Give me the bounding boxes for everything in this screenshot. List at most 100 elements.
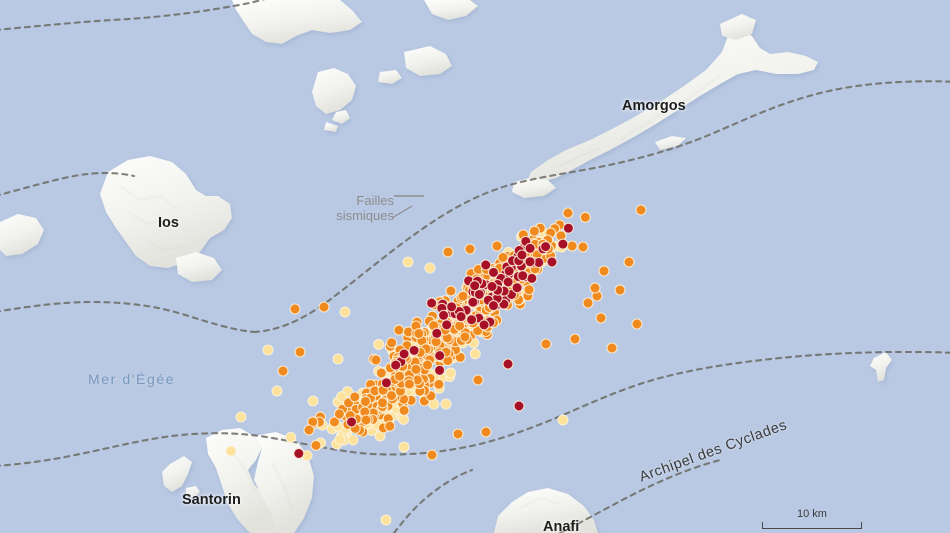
earthquake-dot <box>225 445 237 457</box>
earthquake-dot <box>413 327 425 340</box>
earthquake-dot <box>373 338 385 350</box>
earthquake-dot <box>524 256 536 268</box>
earthquake-dot <box>598 265 610 277</box>
earthquake-dot <box>333 408 345 420</box>
earthquake-dot <box>345 416 358 428</box>
earthquake-dot <box>375 367 387 379</box>
earthquake-dot <box>452 428 464 440</box>
earthquake-dot <box>328 416 341 428</box>
earthquake-dot <box>434 364 446 376</box>
earthquake-dot <box>491 240 503 252</box>
earthquake-dot <box>540 338 552 350</box>
earthquake-dot <box>513 400 525 412</box>
earthquake-dot <box>464 243 476 255</box>
earthquake-dot <box>577 241 589 253</box>
relief-shading <box>119 75 721 511</box>
earthquake-dot <box>402 256 414 268</box>
earthquake-dot <box>397 413 410 426</box>
earthquake-dot <box>380 514 392 526</box>
earthquake-dot <box>441 319 453 331</box>
earthquake-dot <box>614 284 626 296</box>
earthquake-dot <box>569 333 581 345</box>
earthquake-dot <box>631 318 643 330</box>
earthquake-dot <box>562 222 574 234</box>
earthquake-dot <box>457 290 469 302</box>
earthquake-dot <box>318 301 330 313</box>
island-nea-kameni <box>186 486 200 498</box>
earthquake-dot <box>347 434 359 446</box>
island-amorgos <box>528 30 818 182</box>
earthquake-dot <box>293 447 305 460</box>
earthquake-dot <box>442 246 454 258</box>
earthquake-dot <box>410 363 422 375</box>
earthquake-dot <box>467 296 479 308</box>
earthquake-dot <box>390 359 402 371</box>
scale-bar-line <box>762 522 863 529</box>
earthquake-dot <box>431 327 443 339</box>
earthquake-dot <box>424 262 436 274</box>
earthquake-dot <box>472 374 484 386</box>
earthquake-dot <box>360 414 372 426</box>
fault-south <box>0 350 950 467</box>
earthquake-dot <box>487 266 500 278</box>
scale-bar: 10 km <box>762 508 863 529</box>
earthquake-dot <box>393 324 405 336</box>
earthquake-dot <box>403 378 415 390</box>
earthquake-dot <box>307 395 319 407</box>
earthquake-dot <box>511 282 523 294</box>
earthquake-dot <box>562 207 574 219</box>
earthquake-dot <box>517 270 529 282</box>
earthquake-dot <box>303 424 315 436</box>
earthquake-dot <box>487 300 500 312</box>
earthquake-dot <box>289 303 301 315</box>
earthquake-dot <box>434 350 446 362</box>
island-north-of-santorini <box>176 252 222 282</box>
earthquake-dot <box>582 297 594 309</box>
earthquake-dot <box>497 251 509 263</box>
earthquake-dot <box>526 272 538 284</box>
earthquake-dot <box>459 331 471 343</box>
earthquake-dot <box>469 348 481 360</box>
fault-southeast-branch <box>392 468 474 533</box>
island-amorgos-tail <box>512 178 556 198</box>
earthquake-dot <box>466 314 478 326</box>
island-topright <box>720 14 756 40</box>
earthquake-dot <box>385 390 398 402</box>
earthquake-dot <box>440 398 452 410</box>
earthquake-dot <box>557 414 569 426</box>
earthquake-dot <box>579 211 591 223</box>
earthquake-dot <box>444 367 457 379</box>
earthquake-dot <box>380 377 392 389</box>
earthquake-dot <box>454 320 466 332</box>
earthquake-dot <box>421 359 434 371</box>
earthquake-dot <box>446 301 458 313</box>
earthquake-dot <box>502 276 514 288</box>
earthquake-dot <box>486 280 498 293</box>
earthquake-dot <box>540 241 552 253</box>
fault-central <box>252 80 950 334</box>
earthquake-dot <box>557 238 569 250</box>
island-islet-b <box>378 70 402 84</box>
earthquake-dot <box>480 426 492 438</box>
island-islet-d <box>332 110 350 124</box>
earthquake-dot <box>310 439 322 451</box>
island-islet-right <box>870 352 892 382</box>
island-thirassia <box>162 456 192 492</box>
earthquake-dot <box>398 404 410 416</box>
earthquake-dot <box>473 288 485 300</box>
earthquake-dot <box>336 391 348 403</box>
earthquake-dot <box>528 225 540 237</box>
island-amorgos-islets <box>655 136 686 150</box>
earthquake-dot <box>426 297 438 309</box>
earthquake-dot <box>408 344 420 356</box>
earthquake-dot <box>285 431 297 443</box>
earthquake-dot <box>262 344 274 356</box>
earthquake-dot <box>502 358 514 370</box>
earthquake-dot <box>235 411 247 423</box>
earthquake-dot <box>384 420 396 432</box>
earthquake-dots-layer <box>225 204 647 526</box>
earthquake-dot <box>359 395 371 408</box>
earthquake-dot <box>376 397 389 409</box>
